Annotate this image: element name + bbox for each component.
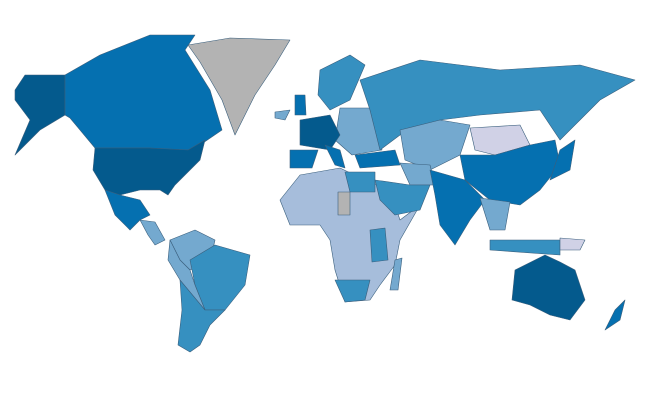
region-middle-east[interactable]	[374, 179, 431, 216]
region-alaska[interactable]	[14, 74, 66, 156]
region-spain[interactable]	[289, 149, 319, 169]
region-indonesia[interactable]	[489, 239, 561, 256]
region-central-asia[interactable]	[399, 119, 471, 171]
region-western-europe[interactable]	[299, 114, 341, 151]
region-papua[interactable]	[559, 237, 586, 251]
region-south-africa[interactable]	[334, 279, 371, 303]
region-australia[interactable]	[511, 254, 586, 321]
region-argentina-chile[interactable]	[177, 279, 226, 353]
region-china[interactable]	[459, 139, 561, 206]
region-russia[interactable]	[359, 59, 636, 151]
region-canada[interactable]	[64, 34, 223, 151]
region-central-america[interactable]	[139, 219, 166, 246]
region-mexico[interactable]	[104, 189, 151, 231]
region-east-africa[interactable]	[369, 227, 389, 263]
region-scandinavia[interactable]	[317, 54, 366, 111]
region-egypt[interactable]	[344, 171, 376, 193]
region-madagascar[interactable]	[389, 257, 403, 291]
region-italy[interactable]	[324, 144, 346, 169]
region-india[interactable]	[429, 169, 486, 246]
region-sudan[interactable]	[337, 191, 351, 216]
region-new-zealand[interactable]	[604, 299, 626, 331]
region-turkey[interactable]	[354, 149, 401, 169]
region-greenland[interactable]	[187, 37, 291, 136]
region-japan[interactable]	[549, 139, 576, 181]
region-southeast-asia[interactable]	[479, 197, 511, 231]
region-uk[interactable]	[294, 94, 307, 116]
countries	[14, 34, 636, 353]
region-iceland[interactable]	[274, 109, 291, 121]
region-iran[interactable]	[399, 162, 436, 186]
